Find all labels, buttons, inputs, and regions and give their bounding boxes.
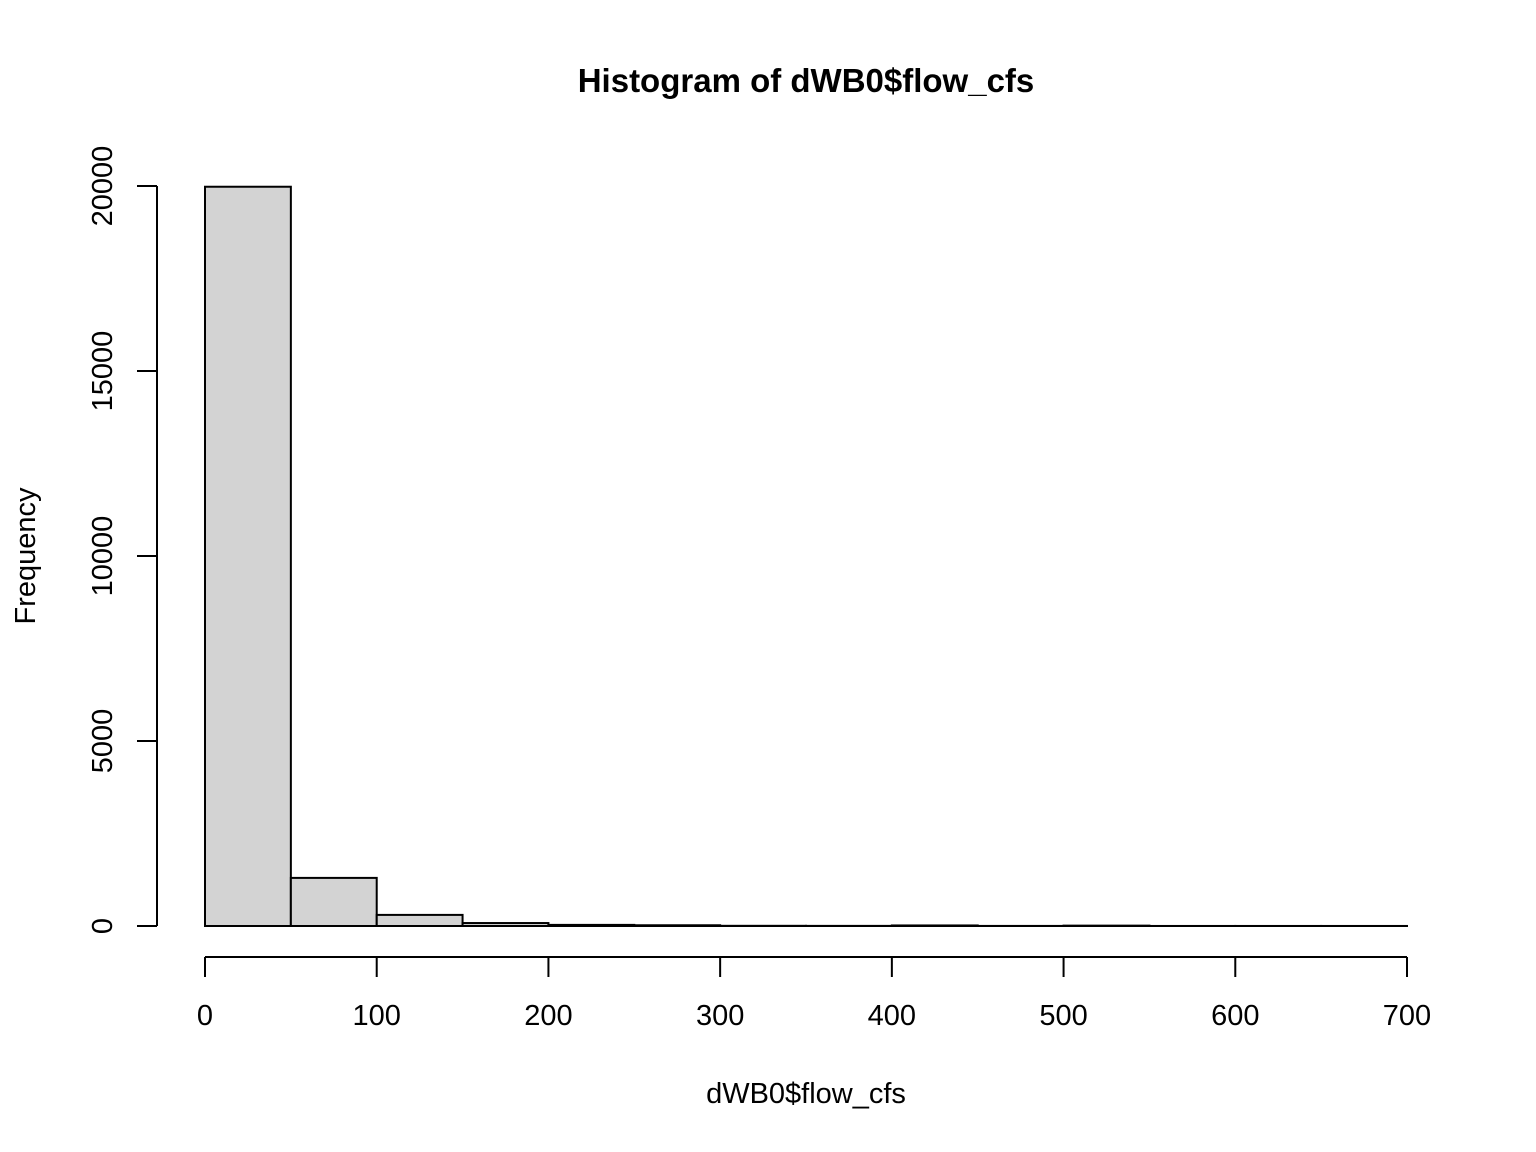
y-axis-label: Frequency <box>10 487 42 625</box>
x-tick-label: 100 <box>353 1000 401 1032</box>
histogram-bar <box>461 922 550 927</box>
x-axis: 0 100 200 300 400 500 600 700 <box>197 956 1431 1032</box>
x-tick-label: 700 <box>1383 1000 1431 1032</box>
histogram-bar <box>204 185 292 928</box>
y-tick-label: 15000 <box>87 331 119 412</box>
histogram-bar <box>289 876 378 928</box>
x-tick-label: 200 <box>524 1000 572 1032</box>
x-tick-label: 400 <box>868 1000 916 1032</box>
y-axis: 0 5000 10000 15000 20000 <box>87 146 158 934</box>
y-tick-label: 20000 <box>87 146 119 227</box>
x-tick-label: 500 <box>1039 1000 1087 1032</box>
histogram-bar <box>547 923 636 928</box>
x-axis-label: dWB0$flow_cfs <box>706 1078 906 1110</box>
x-tick-label: 300 <box>696 1000 744 1032</box>
histogram-bar <box>890 924 979 928</box>
bars-group <box>204 185 1408 928</box>
y-tick-label: 0 <box>87 918 119 934</box>
x-tick-label: 600 <box>1211 1000 1259 1032</box>
y-tick-label: 5000 <box>87 709 119 774</box>
histogram-bar <box>375 913 464 928</box>
chart-title: Histogram of dWB0$flow_cfs <box>578 62 1035 99</box>
y-tick-label: 10000 <box>87 516 119 597</box>
histogram-bar <box>633 924 722 928</box>
x-tick-label: 0 <box>197 1000 213 1032</box>
